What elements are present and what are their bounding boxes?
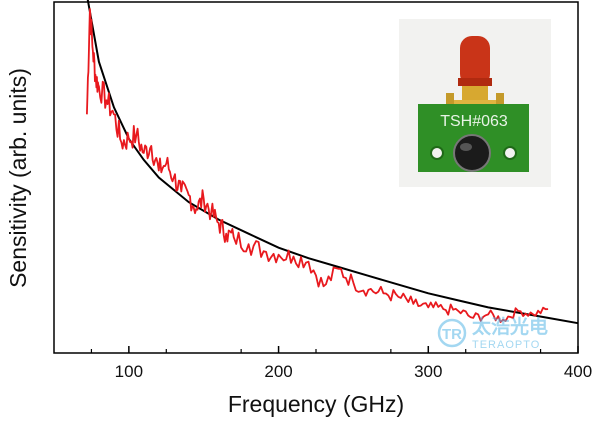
- x-tick-label: 200: [264, 362, 292, 381]
- mount-hole-right: [503, 146, 517, 160]
- watermark-en-text: TERAOPTO: [472, 339, 540, 351]
- sma-connector: [462, 86, 488, 104]
- watermark-cn-text: 太浩光电: [472, 315, 548, 338]
- x-axis-title: Frequency (GHz): [228, 391, 404, 417]
- mount-hole-left: [430, 146, 444, 160]
- x-tick-label: 300: [414, 362, 442, 381]
- board-label: TSH#063: [440, 113, 508, 130]
- x-tick-label: 400: [564, 362, 592, 381]
- detector-photo-inset: TSH#063: [399, 19, 551, 187]
- teraopto-logo-icon: [437, 318, 467, 348]
- sma-cap: [460, 36, 490, 86]
- x-tick-label: 100: [115, 362, 143, 381]
- y-axis-title: Sensitivity (arb. units): [5, 68, 31, 288]
- teraopto-watermark: TR 太浩光电 TERAOPTO: [437, 315, 548, 351]
- measured-sensitivity-line: [86, 8, 549, 323]
- x-axis-ticks: 100 200 300 400: [90, 346, 592, 381]
- detector-window: [453, 134, 491, 172]
- watermark-logo-text: TR: [442, 326, 462, 343]
